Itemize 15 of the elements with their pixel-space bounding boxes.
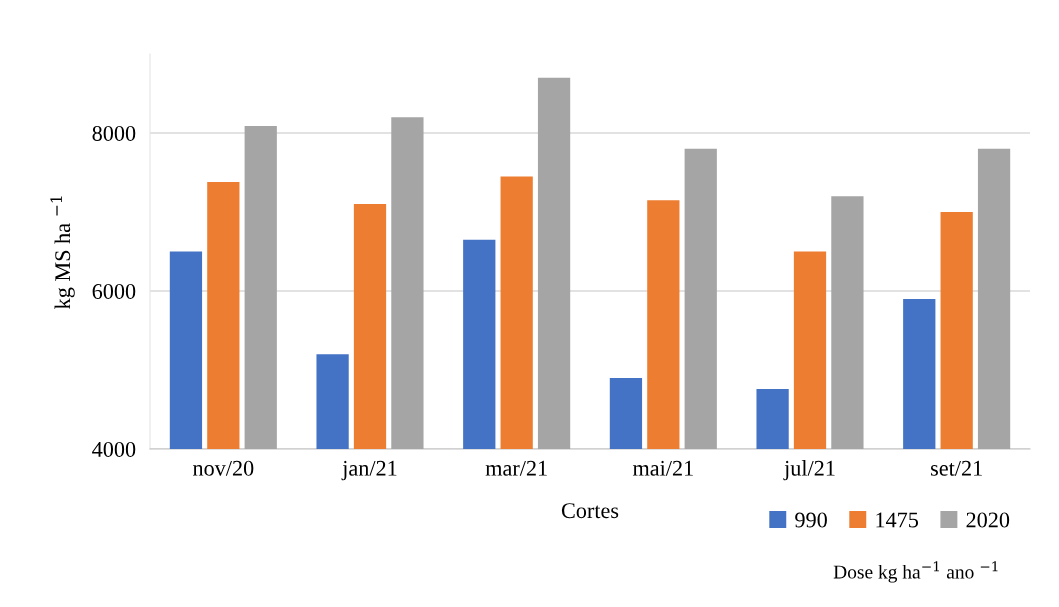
legend-label: 1475 [876,512,919,528]
y-axis-title: kg MS ha $^{−1}$ [50,196,75,309]
x-tick-label: jan/21 [341,460,397,481]
x-tick-label: set/21 [931,460,982,476]
x-axis-title: Cortes [561,503,619,519]
x-tick-label: jul/21 [783,460,835,481]
legend-title: Dose kg ha$^{−1}$ ano $^{−1}$ [833,561,998,583]
x-tick-label: nov/20 [192,460,254,476]
y-tick-label: 6000 [92,283,136,299]
y-tick-label: 4000 [92,441,136,457]
legend-label: 2020 [966,512,1010,528]
y-tick-label: 8000 [92,125,136,141]
x-tick-label: mar/21 [485,460,547,476]
x-tick-label: mai/21 [632,460,693,476]
legend-label: 990 [795,512,827,528]
